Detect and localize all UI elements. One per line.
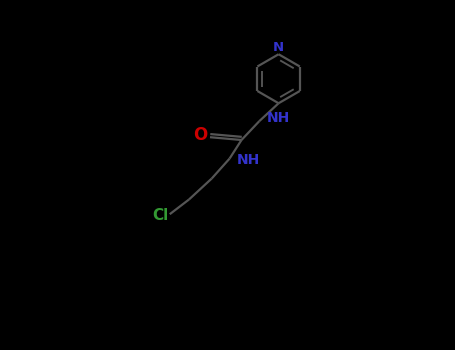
Text: O: O (193, 126, 207, 145)
Text: NH: NH (237, 153, 260, 167)
Text: N: N (273, 41, 284, 54)
Text: NH: NH (267, 111, 290, 125)
Text: Cl: Cl (152, 209, 168, 223)
